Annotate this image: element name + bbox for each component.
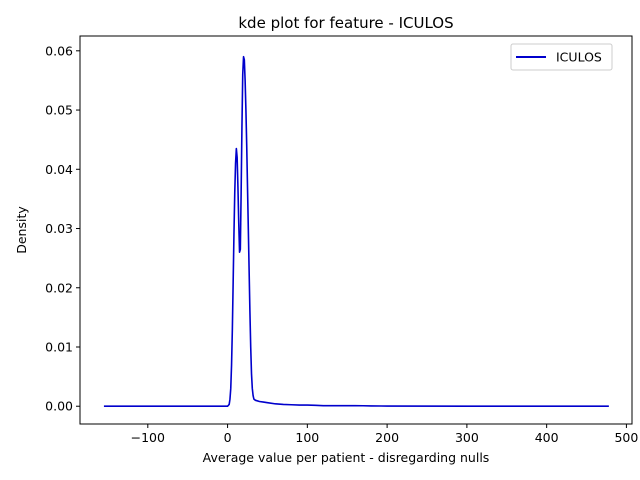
x-tick-label: 200 xyxy=(375,430,399,445)
legend-box xyxy=(510,43,613,71)
legend-label: ICULOS xyxy=(556,50,602,65)
y-tick-label: 0.03 xyxy=(45,221,73,236)
plot-frame xyxy=(79,35,633,425)
y-tick-label: 0.06 xyxy=(45,43,73,58)
y-tick-label: 0.00 xyxy=(45,399,73,414)
y-axis-label: Density xyxy=(14,206,29,254)
y-tick-label: 0.05 xyxy=(45,103,73,118)
legend: ICULOS xyxy=(510,43,613,71)
x-axis-label: Average value per patient - disregarding… xyxy=(203,450,490,465)
x-tick-label: 0 xyxy=(224,430,232,445)
y-tick-label: 0.01 xyxy=(45,339,73,354)
x-tick-label: 400 xyxy=(535,430,559,445)
series-layer xyxy=(103,55,609,408)
x-tick-label: 500 xyxy=(614,430,638,445)
y-tick-label: 0.02 xyxy=(45,280,73,295)
y-tick-label: 0.04 xyxy=(45,162,73,177)
x-axis-ticks: −100 0 100 200 300 400 500 xyxy=(131,424,638,445)
x-tick-label: 300 xyxy=(455,430,479,445)
chart-title: kde plot for feature - ICULOS xyxy=(238,14,453,32)
x-tick-label: 100 xyxy=(295,430,319,445)
x-tick-label: −100 xyxy=(131,430,165,445)
series-line-iculos xyxy=(103,55,609,408)
y-axis-ticks: 0.00 0.01 0.02 0.03 0.04 0.05 0.06 xyxy=(45,43,80,414)
